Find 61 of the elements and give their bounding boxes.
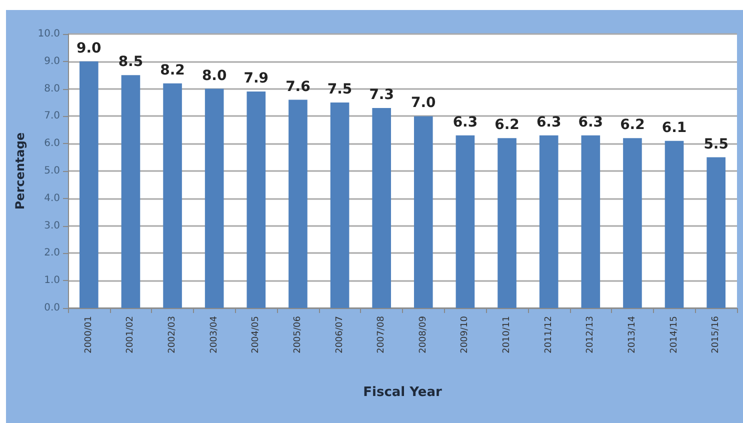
y-tick-label: 10.0 <box>38 28 60 40</box>
x-tick-label: 2003/04 <box>209 316 220 354</box>
bar <box>80 61 98 308</box>
x-axis-title: Fiscal Year <box>363 385 442 400</box>
data-label: 8.0 <box>202 68 227 84</box>
x-tick-label: 2008/09 <box>418 316 428 354</box>
y-tick-label: 9.0 <box>44 56 60 67</box>
bar <box>330 102 350 308</box>
data-label: 7.9 <box>244 70 269 87</box>
x-tick-label: 2004/05 <box>251 316 262 354</box>
data-label: 6.1 <box>662 120 687 136</box>
y-tick-label: 1.0 <box>44 275 60 286</box>
data-label: 9.0 <box>76 40 102 56</box>
x-tick-label: 2015/16 <box>711 316 722 354</box>
bar <box>414 116 433 308</box>
bar <box>664 140 684 308</box>
bar <box>121 75 140 308</box>
bar <box>498 138 516 308</box>
data-label: 5.5 <box>704 136 728 152</box>
y-tick-label: 2.0 <box>44 248 60 259</box>
bar <box>706 157 726 308</box>
bar <box>581 135 600 308</box>
y-tick-label: 5.0 <box>44 166 60 176</box>
y-tick-label: 6.0 <box>44 138 60 150</box>
x-tick-label: 2005/06 <box>292 316 303 354</box>
data-label: 7.6 <box>286 78 310 95</box>
bar <box>372 108 391 308</box>
x-tick-label: 2002/03 <box>168 316 178 354</box>
y-tick-label: 0.0 <box>44 302 60 314</box>
y-tick-label: 4.0 <box>44 192 60 204</box>
x-tick-label: 2009/10 <box>460 316 470 354</box>
data-label: 6.3 <box>578 114 604 130</box>
x-tick-label: 2006/07 <box>334 316 345 354</box>
data-label: 6.2 <box>620 117 645 134</box>
bar <box>623 138 642 308</box>
x-tick-label: 2007/08 <box>376 316 387 354</box>
x-tick-label: 2011/12 <box>544 316 554 354</box>
x-tick-label: 2012/13 <box>586 316 596 354</box>
bar <box>204 88 224 308</box>
x-tick-label: 2010/11 <box>502 316 512 354</box>
data-label: 7.3 <box>369 86 394 103</box>
bar <box>288 100 308 308</box>
y-axis-title: Percentage <box>13 132 27 210</box>
x-tick-label: 2000/01 <box>84 316 94 354</box>
y-tick-label: 7.0 <box>44 110 60 122</box>
data-label: 7.5 <box>327 82 352 98</box>
data-label: 7.0 <box>411 95 436 112</box>
bar <box>539 135 558 308</box>
bar <box>246 92 266 308</box>
x-tick-label: 2013/14 <box>627 316 638 354</box>
data-label: 6.3 <box>452 114 478 130</box>
data-label: 6.2 <box>494 117 520 134</box>
x-tick-label: 2014/15 <box>669 316 680 354</box>
data-label: 8.5 <box>118 54 144 70</box>
data-label: 6.3 <box>536 114 562 130</box>
y-tick-label: 8.0 <box>44 83 60 94</box>
x-tick-label: 2001/02 <box>126 316 136 354</box>
bar <box>163 83 182 308</box>
y-tick-label: 3.0 <box>44 220 60 232</box>
bar <box>456 135 475 308</box>
data-label: 8.2 <box>160 62 185 78</box>
